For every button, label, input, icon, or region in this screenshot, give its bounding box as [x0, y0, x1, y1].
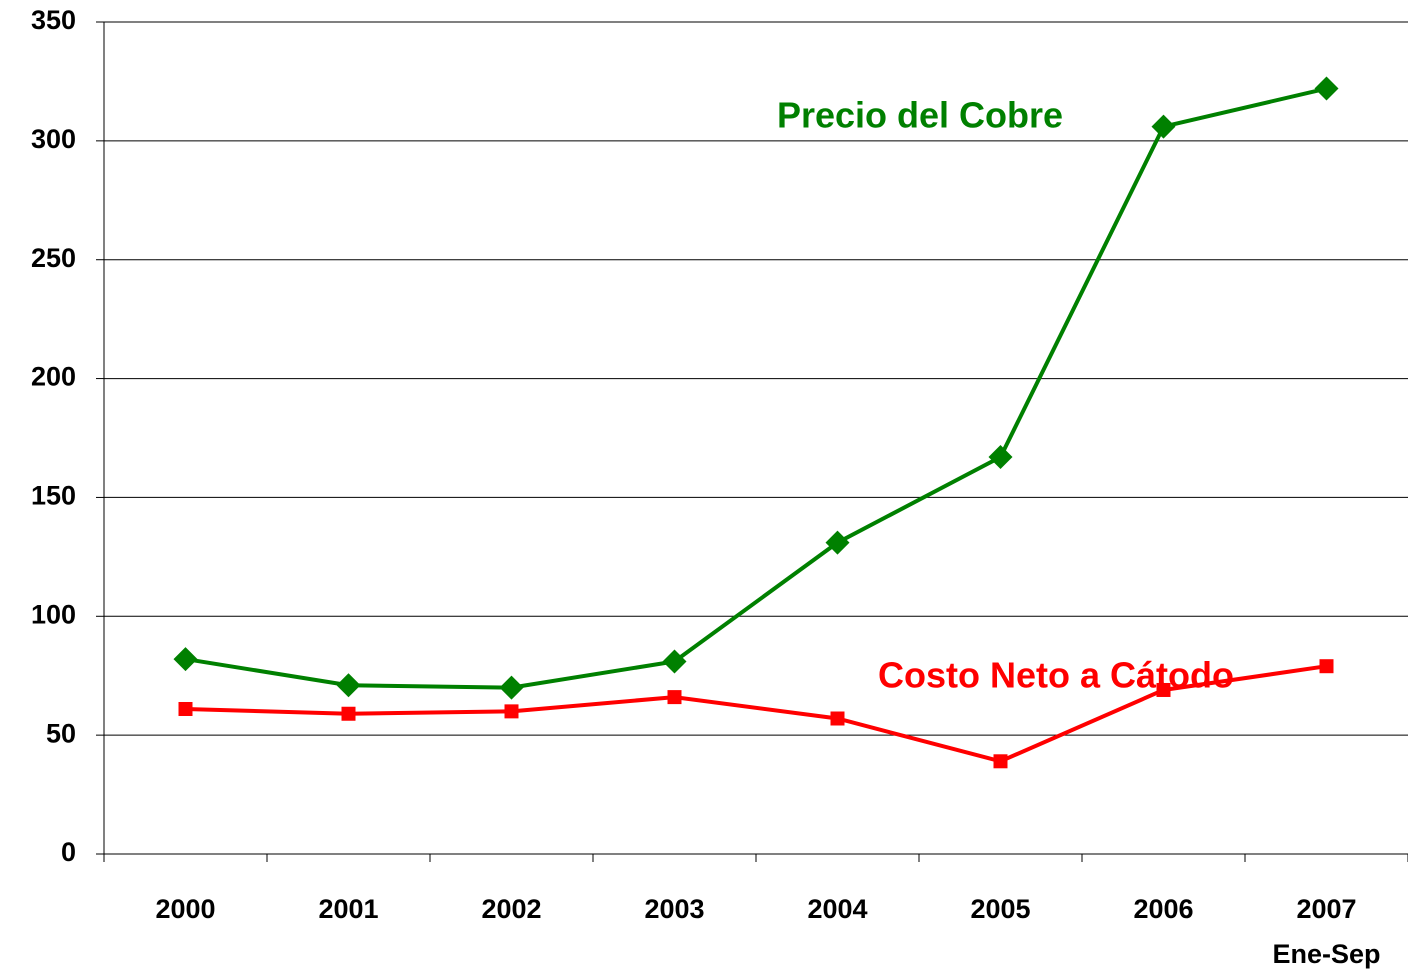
- point-marker: [993, 754, 1008, 769]
- x-tick-label: 2003: [644, 894, 704, 924]
- x-tick-label: 2001: [318, 894, 378, 924]
- y-tick-label: 350: [31, 5, 76, 35]
- point-marker: [988, 445, 1013, 470]
- y-tick-label: 250: [31, 243, 76, 273]
- point-marker: [1156, 682, 1171, 697]
- x-tick-label: 2007: [1296, 894, 1356, 924]
- point-marker: [830, 711, 845, 726]
- x-tick-label: 2004: [807, 894, 867, 924]
- point-marker: [504, 704, 519, 719]
- point-marker: [662, 649, 687, 674]
- y-tick-label: 150: [31, 481, 76, 511]
- series-label: Costo Neto a Cátodo: [878, 655, 1234, 696]
- point-marker: [499, 675, 524, 700]
- x-tick-label: 2005: [970, 894, 1030, 924]
- y-tick-label: 0: [61, 837, 76, 867]
- series-line: [185, 86, 1327, 690]
- y-tick-label: 100: [31, 599, 76, 629]
- point-marker: [825, 530, 850, 555]
- y-tick-label: 50: [46, 718, 76, 748]
- point-marker: [1314, 76, 1339, 101]
- point-marker: [341, 706, 356, 721]
- point-marker: [173, 647, 198, 672]
- point-marker: [336, 673, 361, 698]
- y-tick-label: 300: [31, 124, 76, 154]
- x-tick-label: 2006: [1133, 894, 1193, 924]
- point-marker: [667, 690, 682, 705]
- x-tick-sublabel: Ene-Sep: [1272, 939, 1380, 969]
- x-tick-label: 2000: [155, 894, 215, 924]
- series-line: [185, 664, 1327, 764]
- series-label: Precio del Cobre: [777, 95, 1063, 136]
- x-tick-label: 2002: [481, 894, 541, 924]
- y-tick-label: 200: [31, 362, 76, 392]
- point-marker: [1151, 114, 1176, 139]
- point-marker: [178, 701, 193, 716]
- point-marker: [1319, 659, 1334, 674]
